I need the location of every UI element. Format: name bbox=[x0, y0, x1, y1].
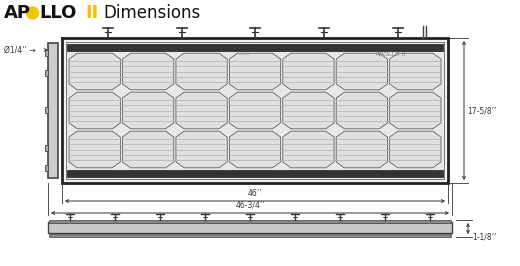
Polygon shape bbox=[229, 92, 281, 129]
Bar bbox=[66, 42, 444, 179]
Bar bbox=[45, 50, 48, 56]
Text: 1-1/8’’: 1-1/8’’ bbox=[472, 232, 497, 242]
Bar bbox=[48, 222, 452, 233]
Bar bbox=[67, 170, 443, 177]
Polygon shape bbox=[283, 131, 334, 168]
Polygon shape bbox=[69, 131, 120, 168]
Polygon shape bbox=[229, 131, 281, 168]
Text: AP: AP bbox=[4, 4, 31, 22]
Text: LLO: LLO bbox=[39, 4, 76, 22]
Bar bbox=[49, 234, 451, 237]
Text: 46-3/4’’: 46-3/4’’ bbox=[235, 201, 265, 210]
Polygon shape bbox=[336, 131, 387, 168]
Polygon shape bbox=[389, 131, 441, 168]
Polygon shape bbox=[283, 92, 334, 129]
Bar bbox=[48, 43, 58, 178]
Text: APOLLO II: APOLLO II bbox=[375, 52, 405, 56]
Text: 46’’: 46’’ bbox=[248, 189, 262, 198]
Polygon shape bbox=[123, 53, 174, 90]
Text: ------: ------ bbox=[239, 52, 251, 57]
Circle shape bbox=[27, 7, 38, 19]
Bar bbox=[45, 145, 48, 151]
Text: II: II bbox=[85, 4, 98, 22]
Bar bbox=[62, 38, 448, 183]
Polygon shape bbox=[176, 92, 227, 129]
Polygon shape bbox=[176, 131, 227, 168]
Polygon shape bbox=[69, 92, 120, 129]
Polygon shape bbox=[283, 53, 334, 90]
Bar bbox=[45, 70, 48, 76]
Polygon shape bbox=[389, 53, 441, 90]
Bar bbox=[45, 107, 48, 113]
Polygon shape bbox=[336, 92, 387, 129]
Text: Ø1/4’’ →: Ø1/4’’ → bbox=[4, 45, 36, 55]
Polygon shape bbox=[69, 53, 120, 90]
Polygon shape bbox=[123, 131, 174, 168]
Polygon shape bbox=[389, 92, 441, 129]
Text: Dimensions: Dimensions bbox=[103, 4, 200, 22]
Polygon shape bbox=[229, 53, 281, 90]
Text: 17-5/8’’: 17-5/8’’ bbox=[467, 106, 497, 115]
Bar bbox=[45, 165, 48, 171]
Polygon shape bbox=[123, 92, 174, 129]
Polygon shape bbox=[336, 53, 387, 90]
Polygon shape bbox=[176, 53, 227, 90]
Bar bbox=[49, 220, 451, 223]
Bar bbox=[67, 44, 443, 51]
